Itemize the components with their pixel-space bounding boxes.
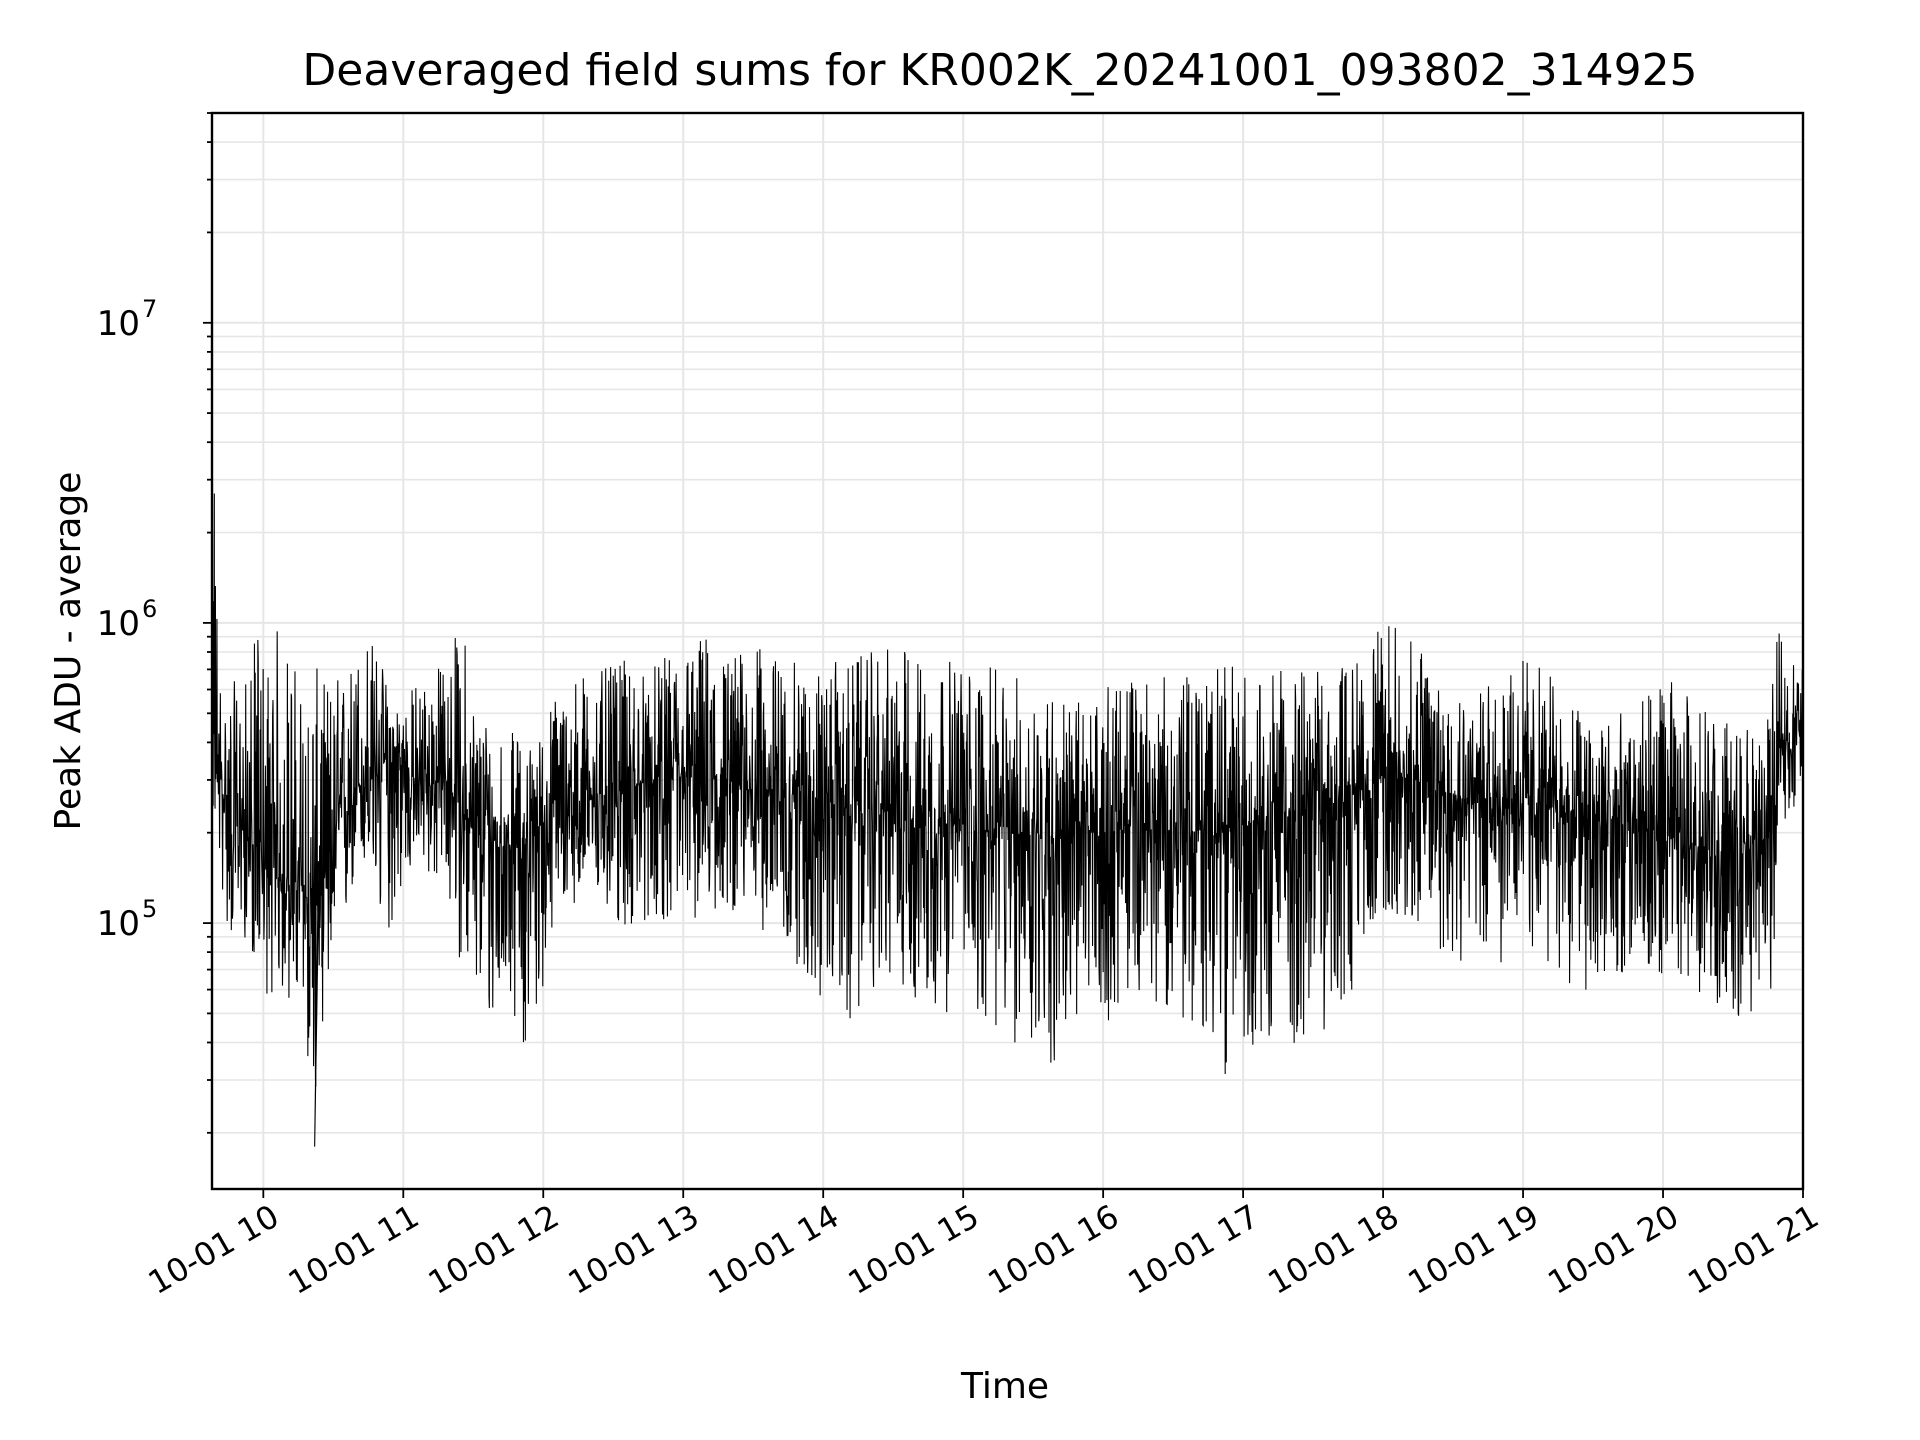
series-line-0 (211, 159, 1804, 1147)
y-tick-label: 10 (97, 304, 140, 344)
y-tick-label: 10 (97, 604, 140, 644)
chart-title: Deaveraged field sums for KR002K_2024100… (302, 45, 1697, 96)
y-tick-exponent: 7 (142, 295, 157, 323)
plot-frame (210, 111, 1805, 1191)
data-series (211, 159, 1804, 1147)
y-axis-label: Peak ADU - average (48, 472, 89, 831)
y-tick-label: 10 (97, 904, 140, 944)
y-tick-exponent: 5 (142, 895, 157, 923)
x-axis-label: Time (960, 1366, 1049, 1407)
y-tick-exponent: 6 (142, 595, 157, 623)
